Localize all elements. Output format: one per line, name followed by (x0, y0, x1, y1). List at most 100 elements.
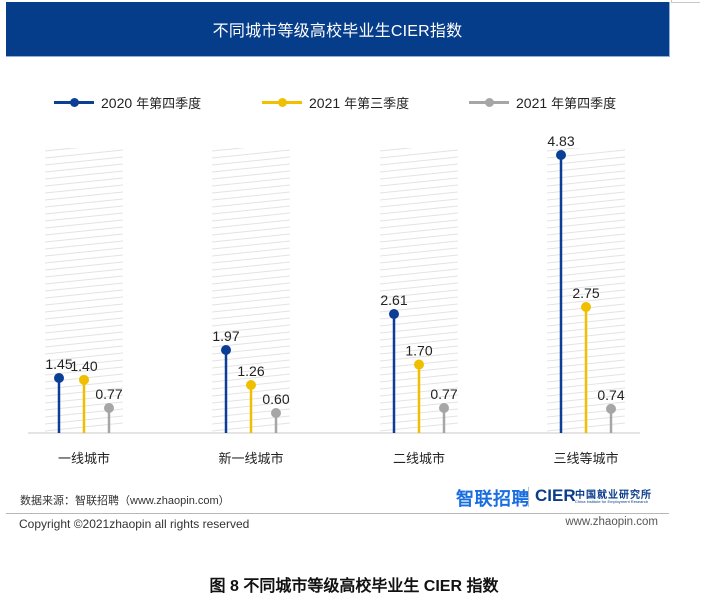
lollipop-dot (54, 373, 64, 383)
hatch-line (44, 191, 124, 201)
data-label: 0.77 (430, 386, 457, 402)
hatch-line (44, 359, 124, 369)
hatch-line (546, 233, 626, 243)
hatch-line (546, 184, 626, 194)
hatch-line (379, 268, 459, 278)
lollipop-dot (556, 150, 566, 160)
hatch-line (211, 163, 291, 173)
cier-logo: CIER (535, 486, 576, 505)
logo-divider (528, 487, 529, 507)
hatch-line (44, 303, 124, 313)
category-label: 二线城市 (393, 451, 445, 467)
data-label: 1.45 (45, 356, 72, 372)
hatch-line (44, 212, 124, 222)
hatch-line (44, 226, 124, 236)
hatch-line (44, 268, 124, 278)
legend-line-marker-icon (262, 92, 302, 112)
hatch-line (44, 296, 124, 306)
hatch-line (44, 352, 124, 362)
hatch-line (379, 317, 459, 327)
lollipop-chart: 1.45 1.97 2.61 4.83 1.40 1.26 1.70 2.75 0.77 0.60… (0, 120, 708, 467)
hatch-line (211, 156, 291, 166)
hatch-line (379, 156, 459, 166)
hatch-line (546, 247, 626, 257)
hatch-line (44, 198, 124, 208)
hatch-line (211, 177, 291, 187)
hatch-line (379, 191, 459, 201)
copyright-text: Copyright ©2021zhaopin all rights reserv… (19, 517, 250, 531)
hatch-line (44, 219, 124, 229)
hatch-line (211, 212, 291, 222)
hatch-line (44, 156, 124, 166)
hatch-line (44, 240, 124, 250)
lollipop-dot (439, 403, 449, 413)
hatch-line (546, 205, 626, 215)
hatch-line (44, 331, 124, 341)
legend-label: 年第四季度 (136, 95, 202, 111)
hatch-line (379, 219, 459, 229)
data-label: 1.70 (405, 343, 432, 359)
hatch-line (379, 261, 459, 271)
hatch-line (379, 296, 459, 306)
lollipop-dot (581, 302, 591, 312)
hatch-line (44, 324, 124, 334)
legend-item-2020-q4: 2020 年第四季度 (54, 92, 201, 112)
hatch-line (44, 177, 124, 187)
hatch-line (211, 205, 291, 215)
hatch-line (546, 275, 626, 285)
hatch-line (211, 191, 291, 201)
hatch-line (211, 226, 291, 236)
hatch-line (546, 254, 626, 264)
lollipop-dot (221, 345, 231, 355)
data-source: 数据来源：智联招聘（www.zhaopin.com） (20, 495, 230, 507)
chart-title: 不同城市等级高校毕业生CIER指数 (212, 23, 463, 40)
hatch-line (379, 324, 459, 334)
corner-mark (671, 2, 700, 3)
data-label: 2.61 (380, 292, 407, 308)
hatch-line (379, 205, 459, 215)
category-label: 一线城市 (58, 451, 110, 467)
data-label: 2.75 (572, 285, 599, 301)
site-url: www.zhaopin.com (565, 516, 658, 528)
hatch-line (379, 163, 459, 173)
hatch-line (211, 268, 291, 278)
hatch-line (211, 282, 291, 292)
zhaopin-logo: 智联招聘 (456, 489, 530, 509)
hatch-line (44, 289, 124, 299)
hatch-line (44, 163, 124, 173)
hatch-line (379, 240, 459, 250)
figure-caption: 图 8 不同城市等级高校毕业生 CIER 指数 (209, 578, 499, 595)
hatch-line (546, 191, 626, 201)
hatch-mask (0, 120, 708, 148)
hatch-line (211, 331, 291, 341)
lollipop-dot (104, 403, 114, 413)
cier-logo-en: China Institute for Employment Research (575, 499, 648, 504)
lollipop-dot (414, 359, 424, 370)
hatch-line (211, 233, 291, 243)
hatch-line (546, 163, 626, 173)
lollipop-dot (271, 408, 281, 418)
lollipop-dot (246, 380, 256, 390)
hatch-line (546, 212, 626, 222)
hatch-line (44, 233, 124, 243)
hatch-line (379, 275, 459, 285)
hatch-line (379, 212, 459, 222)
lollipop-dot (606, 403, 616, 414)
hatch-line (211, 184, 291, 194)
hatch-line (211, 324, 291, 334)
hatch-line (379, 198, 459, 208)
lollipop-dot (389, 309, 399, 319)
hatch-line (211, 247, 291, 257)
hatch-line (379, 233, 459, 243)
hatch-line (546, 226, 626, 236)
hatch-line (379, 226, 459, 236)
data-label: 0.77 (95, 386, 122, 402)
hatch-line (44, 338, 124, 348)
hatch-line (44, 282, 124, 292)
footer-divider (6, 513, 669, 514)
data-label: 0.74 (597, 387, 624, 403)
hatch-line (44, 247, 124, 257)
hatch-line (379, 170, 459, 180)
legend-line-marker-icon (469, 92, 509, 112)
hatch-line (44, 310, 124, 320)
